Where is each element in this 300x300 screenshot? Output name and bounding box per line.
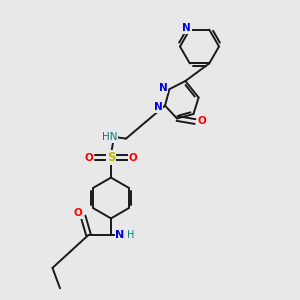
Text: N: N [116,230,124,240]
Text: O: O [197,116,206,127]
Text: S: S [107,151,115,164]
Text: N: N [182,23,191,33]
Text: N: N [154,102,163,112]
Text: O: O [73,208,82,218]
Text: O: O [85,152,94,163]
Text: N: N [158,82,167,93]
Text: H: H [127,230,134,240]
Text: O: O [128,152,137,163]
Text: HN: HN [102,132,117,142]
